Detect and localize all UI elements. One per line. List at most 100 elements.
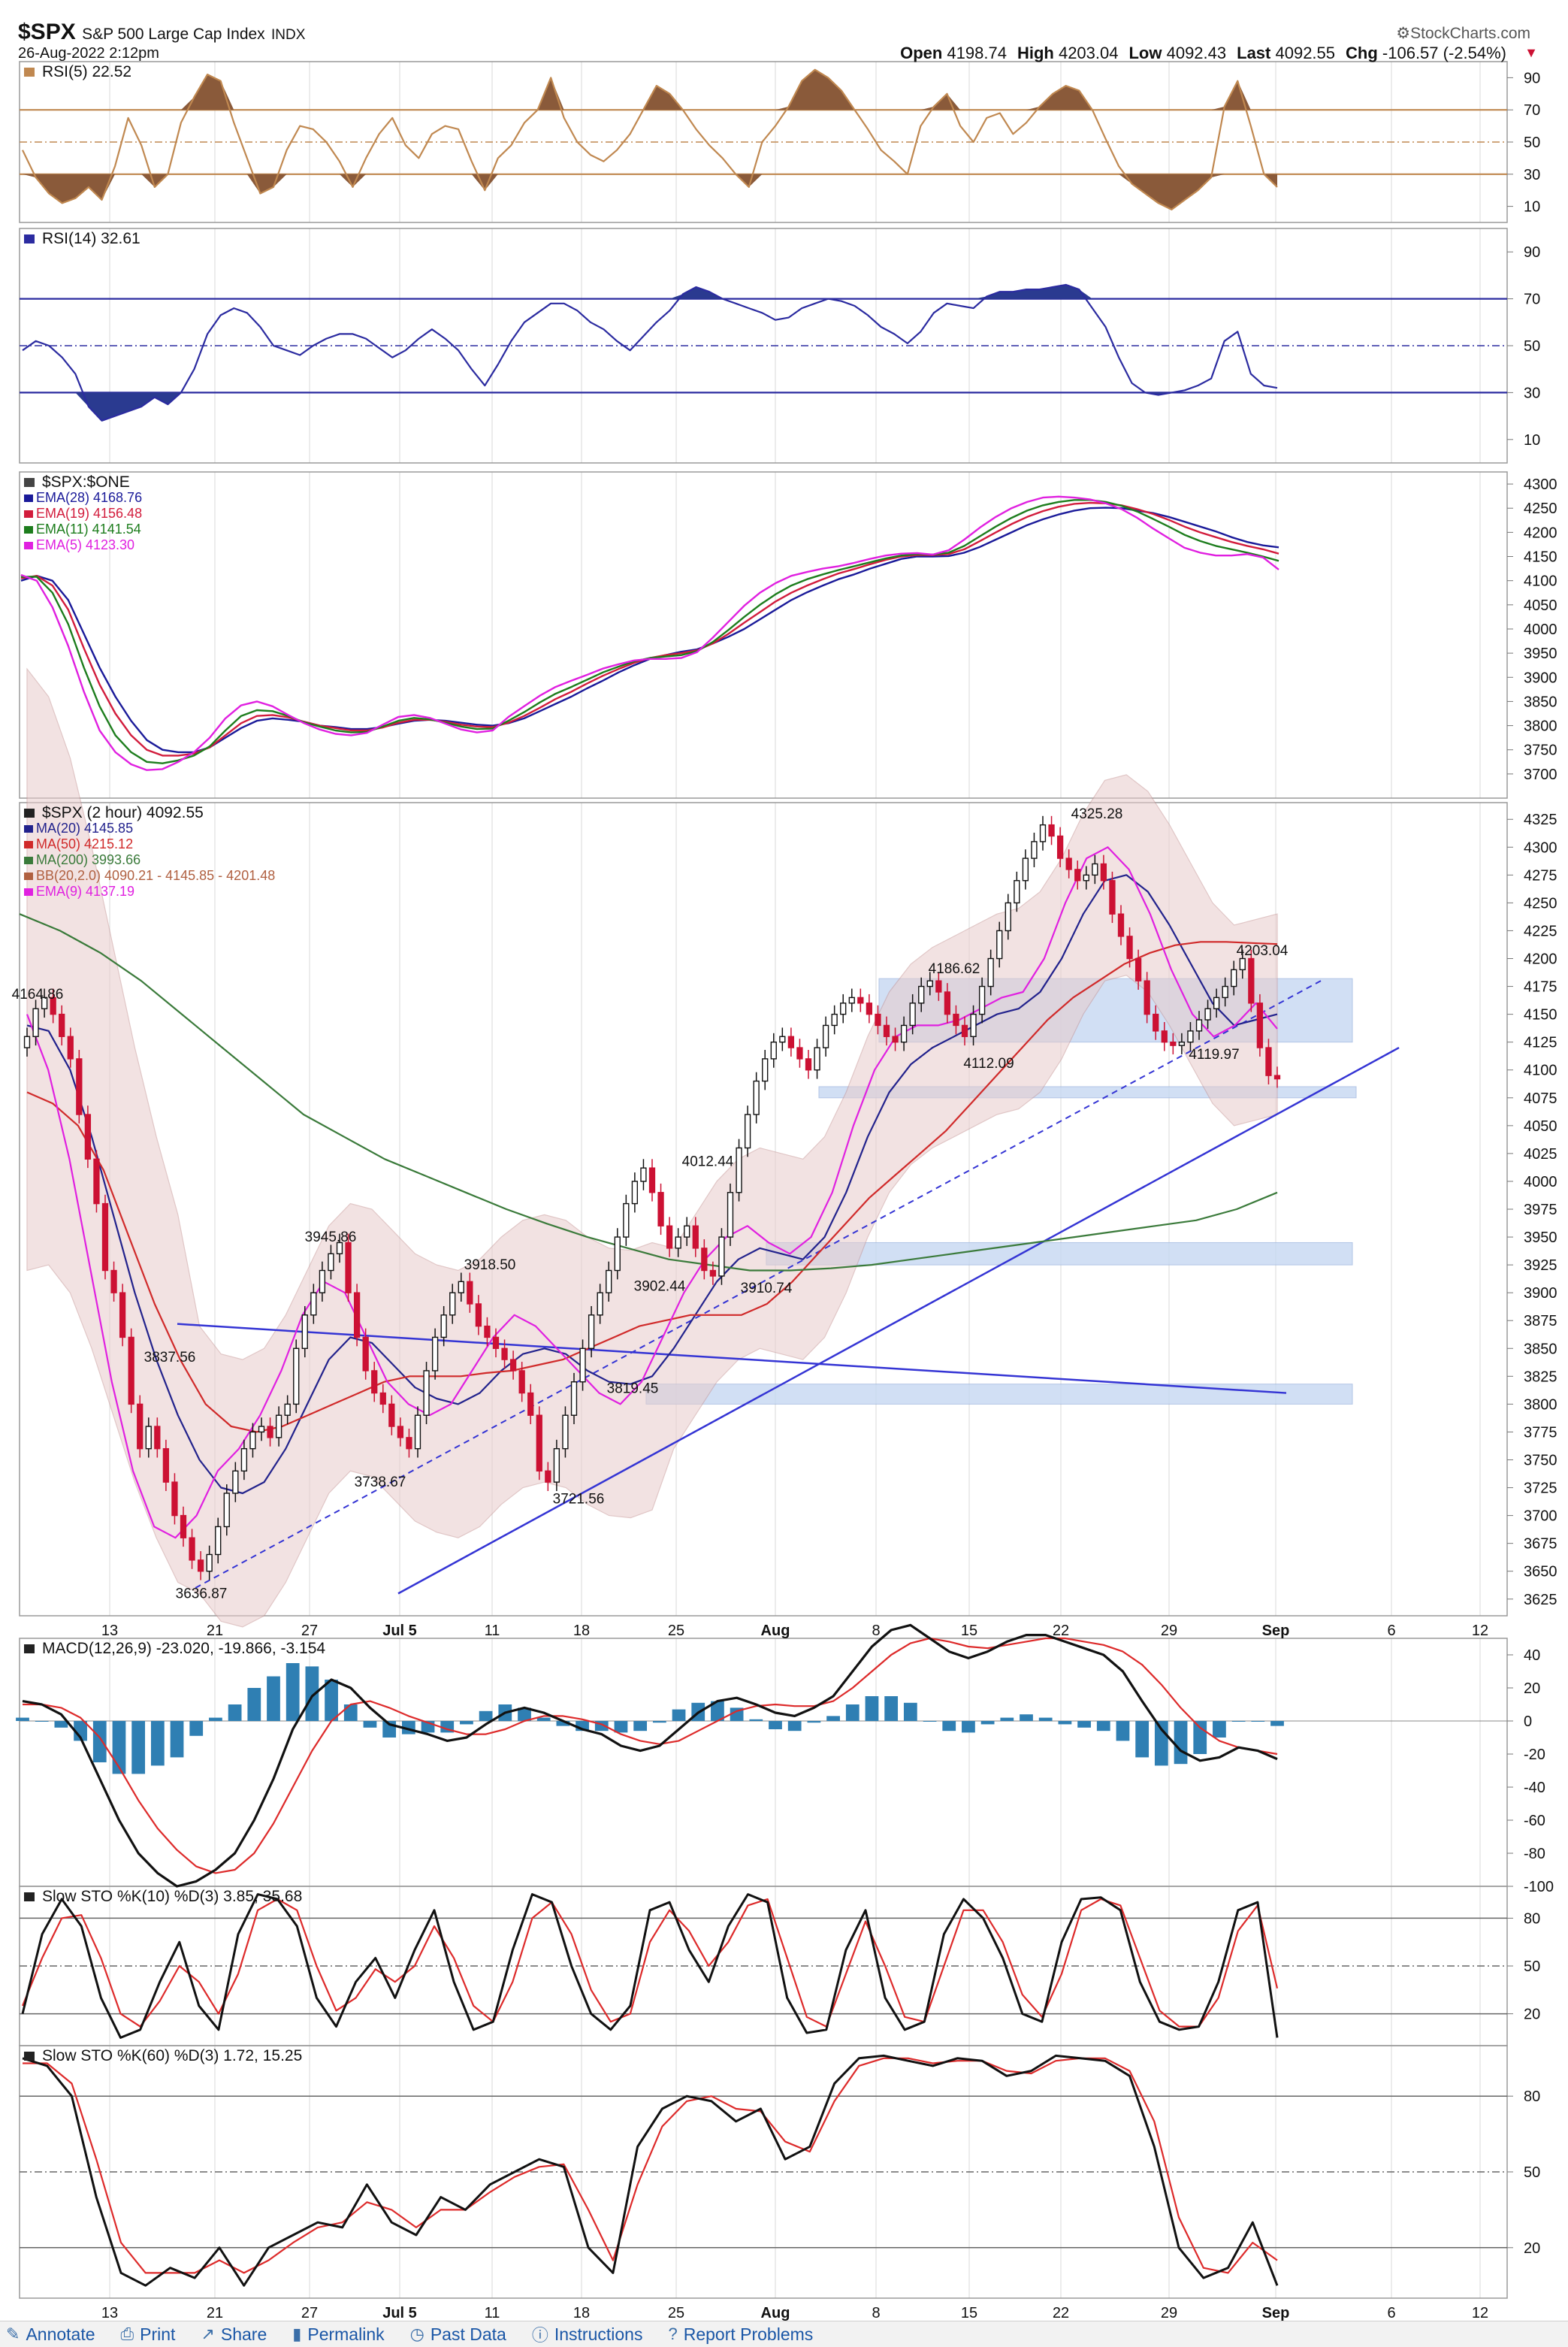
quote-value-open: 4198.74 [947,44,1007,62]
footer-annotate-button[interactable]: ✎ Annotate [6,2324,95,2345]
pencil-icon: ✎ [6,2324,20,2343]
candle-body [1083,874,1089,882]
candle-body [814,1047,820,1071]
x-tick-label: 11 [485,1623,500,1639]
candle-body [397,1426,404,1438]
macd-histogram-bar [343,1704,358,1721]
ema-line-2 [21,499,1279,764]
price-annotation: 4186.62 [929,961,980,977]
footer-past-data-button[interactable]: ◷ Past Data [410,2324,506,2345]
footer-item-label: Past Data [430,2324,506,2344]
y-tick-label: 90 [1524,244,1540,261]
candle-body [640,1167,647,1182]
macd-histogram-bar [923,1721,937,1722]
candle-body [284,1403,291,1416]
candle-body [1092,863,1098,876]
macd-line [22,1623,1278,1888]
candle-body [675,1236,681,1249]
rsi5-panel-title: RSI(5) 22.52 [42,63,131,80]
candle-body [240,1447,248,1472]
candle-body [336,1242,343,1254]
footer-instructions-button[interactable]: ⓘ Instructions [532,2322,643,2346]
y-tick-label: 4075 [1524,1090,1557,1107]
candle-body [1248,957,1255,1004]
candle-body [1022,857,1029,882]
price-annotation: 4119.97 [1189,1047,1239,1063]
macd-histogram-bar [479,1710,493,1721]
candle-body [119,1292,126,1338]
footer-share-button[interactable]: ↗ Share [201,2324,267,2345]
y-tick-label: 50 [1524,2164,1540,2181]
candle-body [1239,957,1246,971]
candle-body [588,1314,595,1349]
candle-body [319,1269,326,1293]
macd-histogram-bar [1038,1717,1053,1721]
candle-body [822,1024,829,1048]
quote-value-chg: -106.57 (-2.54%) [1382,44,1506,62]
x-tick-label: 27 [301,1623,318,1639]
x-tick-label: Sep [1262,2305,1290,2321]
macd-histogram-bar [652,1721,666,1723]
y-tick-label: 3750 [1524,1452,1557,1468]
brand: ⚙StockCharts.com [1396,24,1530,43]
y-tick-label: 30 [1524,385,1540,401]
sto10-panel-d-line [21,1898,1279,2028]
candle-body [492,1336,500,1349]
candle-body [545,1470,551,1483]
macd-histogram-bar [1116,1721,1130,1741]
y-tick-label: 80 [1524,1910,1540,1927]
chart-date: 26-Aug-2022 2:12pm [18,45,159,62]
candle-body [787,1036,795,1048]
macd-histogram-bar [35,1721,49,1722]
x-tick-label: Jul 5 [382,2305,417,2321]
footer-permalink-button[interactable]: ▮ Permalink [292,2324,384,2345]
candle-body [467,1281,473,1305]
x-tick-label: 8 [872,2305,880,2321]
macd-histogram-bar [942,1721,956,1732]
x-tick-label: 29 [1161,1623,1177,1639]
candle-body [1134,957,1142,981]
price-annotation: 3721.56 [553,1491,605,1507]
candle-body [926,980,933,987]
rsi14-panel-overbought-fill [23,284,1277,299]
candle-body [1109,880,1116,915]
legend-swatch [24,526,33,534]
y-tick-label: 3675 [1524,1536,1557,1553]
candle-body [1195,1019,1203,1032]
quote-value-high: 4203.04 [1058,44,1119,62]
candle-body [475,1303,482,1327]
brand-logo-icon: ⚙ [1396,25,1411,42]
macd-histogram-bar [845,1704,860,1721]
candle-body [406,1437,412,1450]
y-tick-label: 50 [1524,1958,1540,1975]
rsi5-panel-line [22,68,1278,210]
candle-body [1014,880,1020,904]
quote-value-last: 4092.55 [1275,44,1336,62]
price-annotation: 3945.86 [305,1229,357,1245]
candle-body [996,930,1003,960]
y-tick-label: 4250 [1524,501,1557,517]
footer-report-problems-button[interactable]: ? Report Problems [668,2324,813,2345]
candle-body [527,1392,534,1416]
y-tick-label: 4100 [1524,1063,1557,1079]
y-tick-label: -20 [1524,1747,1545,1763]
y-tick-label: 10 [1524,199,1540,216]
macd-histogram-bar [1213,1721,1226,1738]
ma-line-2 [19,913,1278,1272]
legend-swatch [24,825,33,833]
y-tick-label: 90 [1524,70,1540,86]
info-icon: ⓘ [531,2326,548,2345]
candle-body [93,1158,100,1205]
y-tick-label: 4300 [1524,476,1557,493]
y-tick-label: 4125 [1524,1035,1557,1051]
ma-line-3 [26,846,1278,1539]
macd-histogram-bar [1000,1717,1014,1721]
candle-body [67,1036,74,1060]
legend-entry: BB(20,2.0) 4090.21 - 4145.85 - 4201.48 [36,868,275,883]
footer-print-button[interactable]: ⎙ Print [121,2324,176,2345]
candle-body [1126,936,1133,960]
x-tick-label: 22 [1053,1623,1069,1639]
candle-body [1178,1041,1186,1046]
footer-item-label: Instructions [554,2324,643,2344]
rsi14-panel-oversold-fill [23,392,1277,421]
